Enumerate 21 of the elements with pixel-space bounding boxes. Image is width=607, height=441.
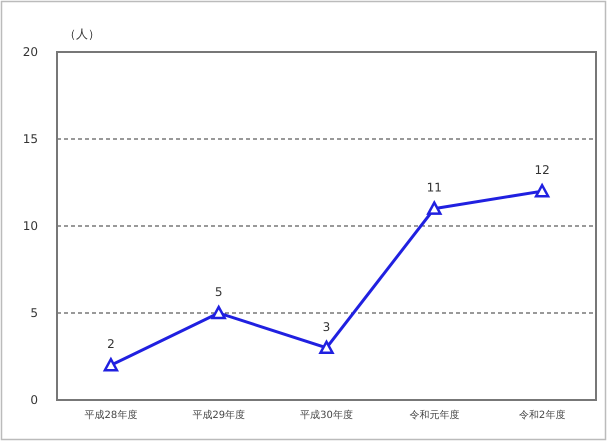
- y-tick-label: 0: [30, 393, 38, 407]
- y-tick-label: 5: [30, 306, 38, 320]
- data-label: 3: [322, 320, 330, 334]
- point: [534, 184, 550, 198]
- data-label: 12: [534, 163, 550, 178]
- point: [104, 358, 118, 372]
- y-axis-title: （人）: [64, 27, 100, 41]
- point: [427, 201, 442, 215]
- data-label: 5: [214, 285, 223, 299]
- y-tick-label: 10: [22, 219, 38, 233]
- data-label: 11: [426, 180, 442, 195]
- x-tick-label: 平成30年度: [300, 409, 353, 421]
- x-tick-label: 平成28年度: [84, 409, 138, 421]
- data-label: 2: [107, 337, 115, 352]
- y-tick-label: 15: [22, 132, 38, 146]
- point: [319, 340, 334, 354]
- x-tick-label: 平成29年度: [192, 409, 246, 421]
- x-tick-label: 令和2年度: [518, 409, 566, 421]
- x-tick-label: 令和元年度: [409, 409, 460, 421]
- point: [211, 306, 226, 320]
- y-tick-label: 20: [22, 45, 38, 59]
